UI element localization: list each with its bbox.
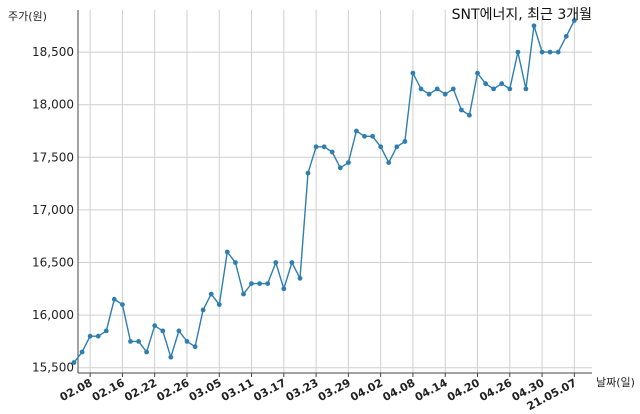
data-point bbox=[555, 49, 561, 55]
data-point bbox=[362, 133, 367, 139]
data-point bbox=[184, 339, 190, 344]
data-point bbox=[321, 144, 327, 150]
x-tick-label: 03.05 bbox=[187, 376, 224, 404]
data-point bbox=[394, 144, 400, 150]
data-point bbox=[442, 91, 448, 97]
data-point bbox=[281, 286, 287, 292]
data-point bbox=[467, 112, 472, 118]
x-tick-label: 02.08 bbox=[58, 376, 95, 404]
data-point bbox=[103, 328, 109, 334]
data-point bbox=[168, 354, 174, 360]
y-tick-label: 17,000 bbox=[32, 203, 74, 217]
x-tick-label: 04.20 bbox=[445, 376, 482, 404]
data-point bbox=[337, 165, 343, 171]
data-point bbox=[418, 86, 424, 92]
y-tick-label: 16,500 bbox=[32, 256, 74, 270]
y-tick-label: 16,000 bbox=[32, 308, 74, 322]
data-point bbox=[563, 33, 569, 39]
y-tick-label: 15,500 bbox=[32, 361, 74, 375]
y-tick-label: 17,500 bbox=[32, 150, 74, 164]
data-point bbox=[305, 170, 311, 176]
data-point bbox=[233, 260, 238, 265]
data-point bbox=[152, 323, 158, 329]
data-point bbox=[265, 281, 271, 286]
data-point bbox=[111, 296, 117, 302]
data-point bbox=[459, 107, 464, 113]
x-tick-label: 02.22 bbox=[122, 376, 159, 404]
y-tick-label: 18,000 bbox=[32, 98, 74, 112]
data-point bbox=[273, 260, 279, 265]
data-point bbox=[136, 339, 142, 344]
y-axis-ticks: 15,500 16,000 16,500 17,000 17,500 18,000 18,5… bbox=[32, 45, 74, 375]
y-axis-label: 주가(원) bbox=[8, 10, 47, 23]
data-point bbox=[499, 81, 505, 87]
x-tick-label: 03.23 bbox=[284, 376, 321, 404]
data-point bbox=[87, 333, 93, 339]
x-tick-label: 03.11 bbox=[219, 376, 256, 404]
data-point bbox=[289, 260, 295, 265]
data-point bbox=[120, 302, 125, 307]
data-point bbox=[241, 291, 246, 297]
x-tick-label: 04.14 bbox=[413, 376, 450, 404]
x-tick-label: 04.26 bbox=[477, 376, 514, 404]
data-point bbox=[450, 86, 456, 92]
y-tick-label: 18,500 bbox=[32, 45, 74, 59]
data-point bbox=[71, 360, 77, 365]
data-point bbox=[571, 18, 577, 23]
x-tick-label: 02.26 bbox=[155, 376, 192, 404]
data-point bbox=[224, 249, 230, 255]
grid bbox=[78, 10, 592, 373]
x-axis-ticks: 02.0802.1602.2202.2603.0503.1103.1703.23… bbox=[58, 376, 579, 413]
data-point bbox=[257, 281, 262, 286]
data-point bbox=[531, 23, 537, 29]
data-point bbox=[523, 86, 529, 92]
data-point bbox=[354, 128, 359, 134]
data-point bbox=[200, 307, 206, 313]
x-tick-label: 03.29 bbox=[316, 376, 353, 404]
data-point bbox=[95, 333, 101, 339]
data-point bbox=[483, 81, 488, 87]
x-tick-label: 04.02 bbox=[348, 376, 385, 404]
x-axis-label: 날짜(일) bbox=[596, 375, 635, 389]
data-point bbox=[515, 49, 521, 55]
data-point bbox=[378, 144, 384, 150]
x-tick-label: 03.17 bbox=[251, 376, 288, 404]
data-point bbox=[192, 344, 198, 350]
data-point bbox=[547, 49, 553, 55]
data-point bbox=[491, 86, 496, 92]
x-tick-label: 04.08 bbox=[381, 376, 418, 404]
data-point bbox=[426, 91, 432, 97]
data-point bbox=[313, 144, 319, 150]
data-point bbox=[386, 160, 392, 166]
price-line bbox=[73, 20, 575, 363]
data-point bbox=[249, 281, 254, 286]
data-point bbox=[507, 86, 513, 92]
data-point bbox=[128, 339, 133, 344]
data-point bbox=[346, 160, 351, 166]
data-point bbox=[475, 70, 480, 76]
data-points bbox=[71, 18, 577, 365]
x-tick-label: 02.16 bbox=[90, 376, 127, 404]
data-point bbox=[144, 349, 150, 355]
chart-title: SNT에너지, 최근 3개월 bbox=[452, 7, 592, 23]
data-point bbox=[410, 70, 416, 76]
data-point bbox=[79, 349, 85, 355]
data-point bbox=[208, 291, 214, 297]
data-point bbox=[434, 86, 440, 92]
data-point bbox=[402, 139, 408, 144]
data-point bbox=[370, 133, 375, 139]
data-point bbox=[160, 328, 166, 334]
data-point bbox=[539, 49, 545, 55]
axes bbox=[77, 10, 592, 377]
data-point bbox=[297, 275, 303, 281]
data-point bbox=[176, 328, 182, 334]
data-point bbox=[329, 149, 335, 155]
data-point bbox=[216, 302, 222, 307]
